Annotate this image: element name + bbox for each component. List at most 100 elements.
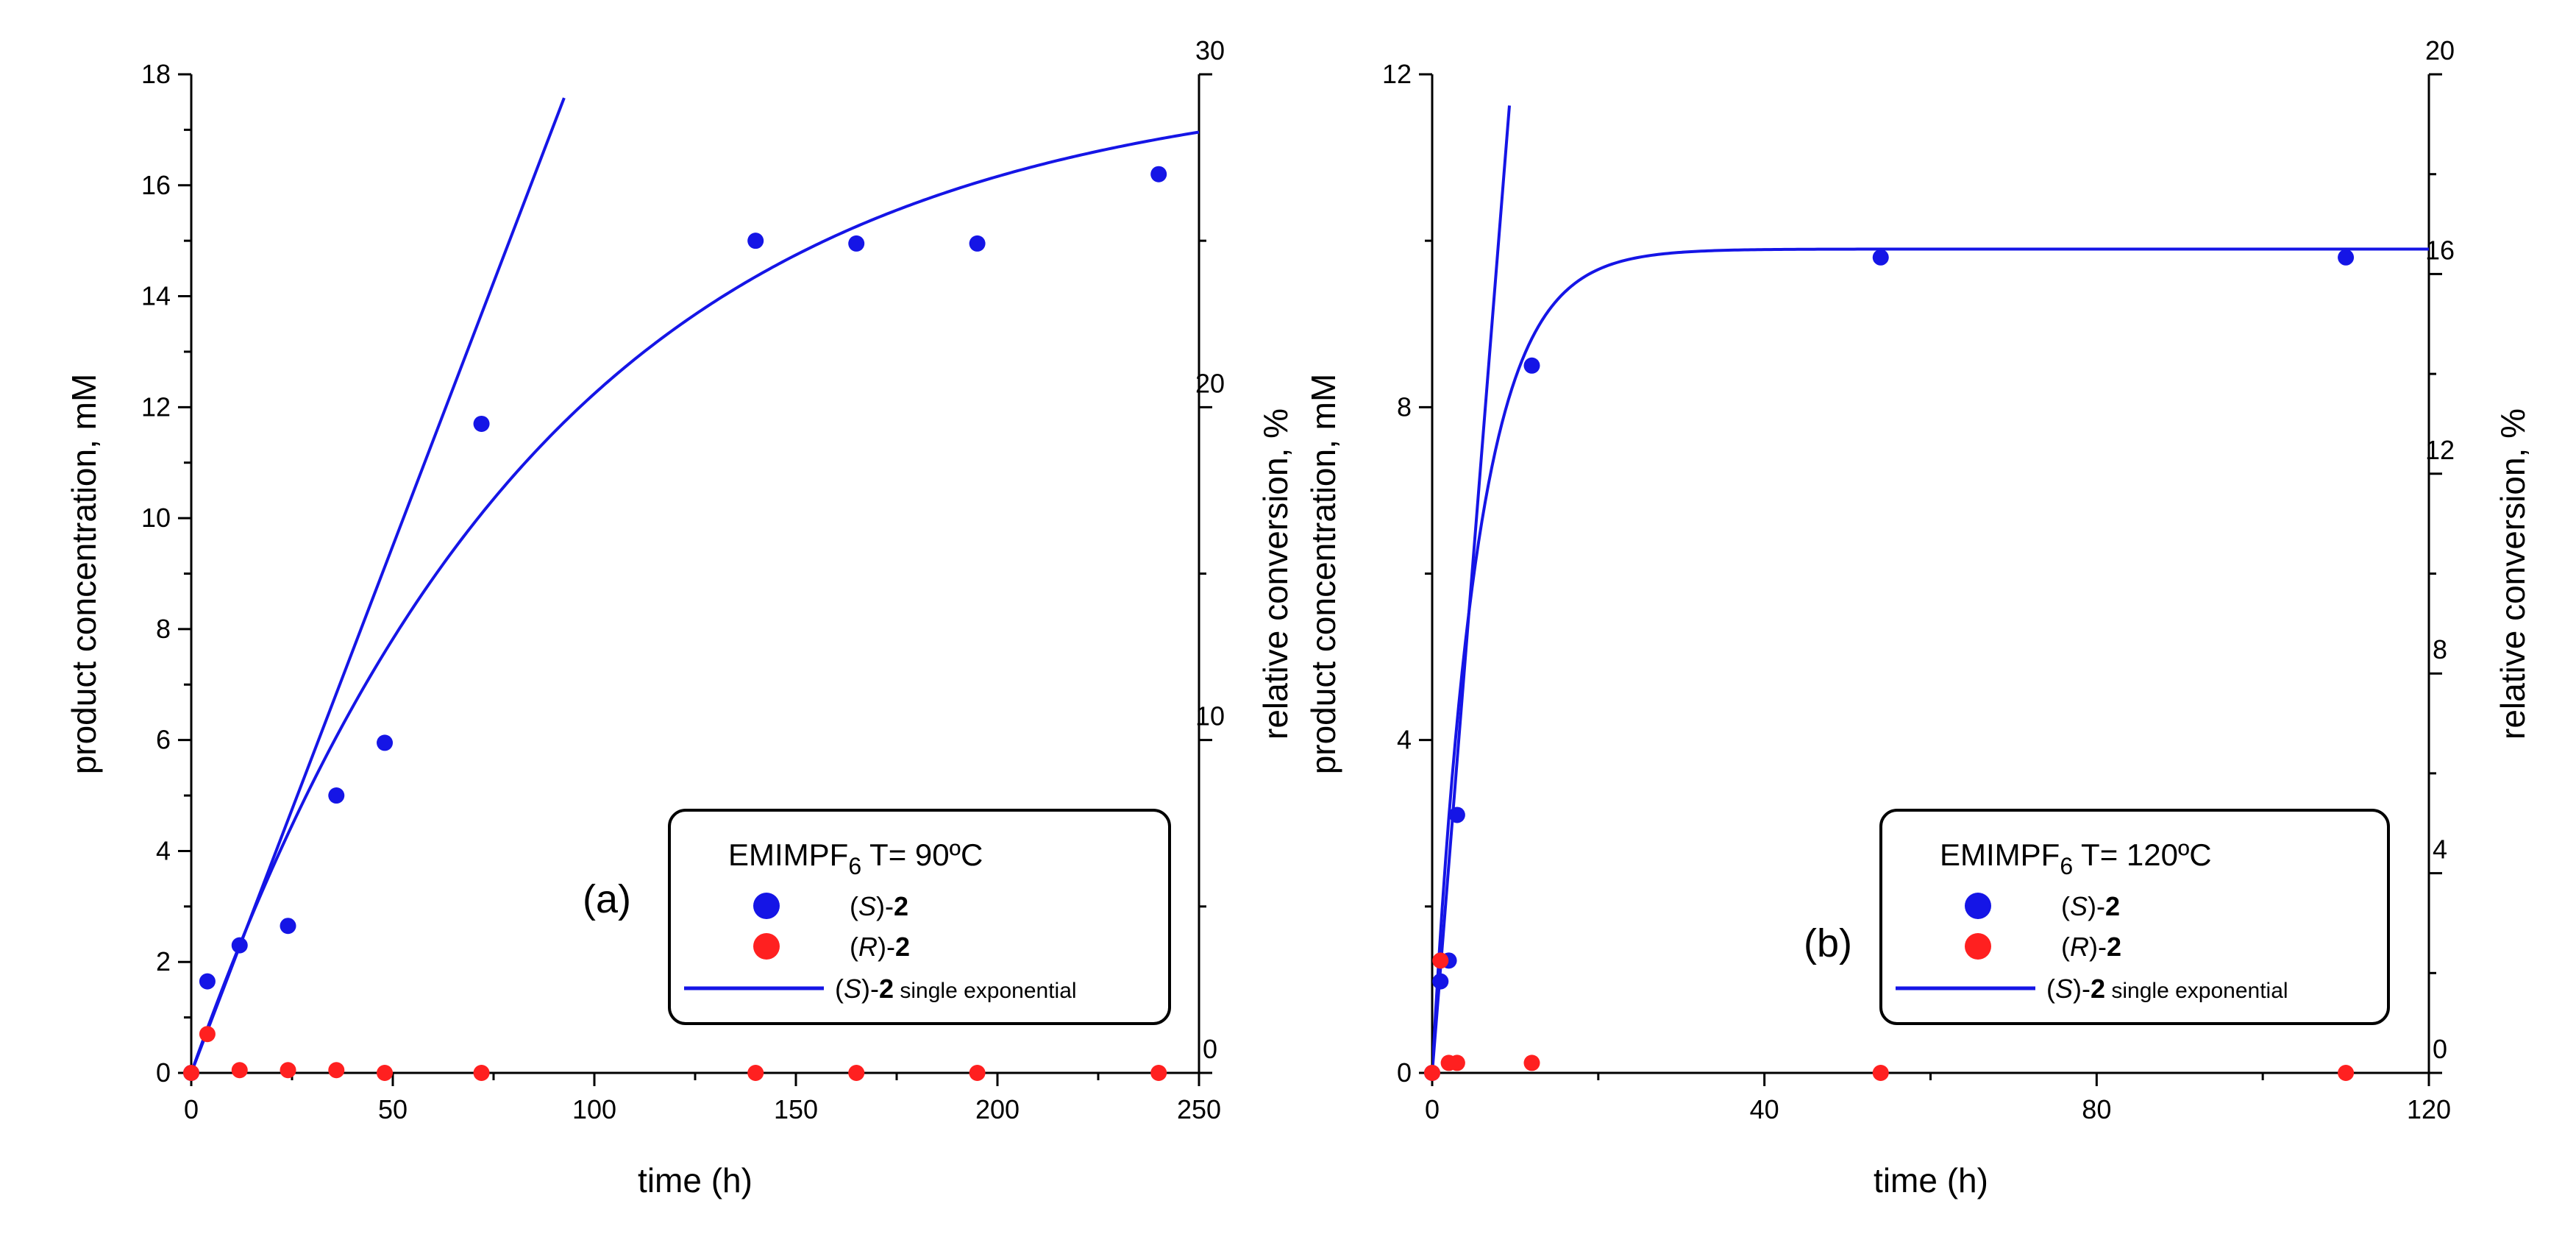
- data-point: [1448, 807, 1465, 823]
- data-point: [848, 1065, 865, 1081]
- y2-axis-title: relative conversion, %: [1256, 408, 1295, 740]
- data-point: [969, 1065, 986, 1081]
- legend-entry-label: (S)-2: [2061, 891, 2120, 921]
- legend-title: EMIMPF6 T= 120ºC: [1940, 837, 2212, 879]
- y-tick-label: 16: [141, 170, 171, 200]
- legend-entry-label: (S)-2 single exponential: [835, 974, 1077, 1004]
- y2-tick-label: 8: [2433, 634, 2447, 664]
- legend: EMIMPF6 T= 90ºC (S)-2 (R)-2 (S)-2 single ex…: [668, 809, 1171, 1025]
- panel-a-chart: 0 50 100 150 200 250 0 2 4 6 8 10 12 14 16 18 0 10 20 30 tim…: [65, 35, 1295, 1199]
- data-point: [1150, 166, 1167, 182]
- legend-marker: [753, 893, 780, 919]
- data-point: [328, 1062, 345, 1079]
- data-point: [747, 1065, 764, 1081]
- data-point: [280, 1062, 296, 1079]
- y-tick-label: 14: [141, 281, 171, 311]
- y2-tick-label: 4: [2433, 834, 2447, 865]
- data-point: [473, 1065, 490, 1081]
- y-tick-label: 10: [141, 503, 171, 533]
- y-tick-label: 8: [156, 614, 171, 644]
- legend: EMIMPF6 T= 120ºC (S)-2 (R)-2 (S)-2 single e…: [1879, 809, 2390, 1025]
- data-point: [1872, 1065, 1889, 1081]
- x-tick-label: 0: [1425, 1094, 1440, 1124]
- data-point: [199, 1026, 216, 1043]
- x-tick-label: 200: [975, 1094, 1020, 1124]
- data-point: [1150, 1065, 1167, 1081]
- x-tick-label: 150: [774, 1094, 818, 1124]
- legend-title: EMIMPF6 T= 90ºC: [728, 837, 983, 879]
- data-point: [969, 235, 986, 252]
- data-point: [231, 937, 248, 954]
- y2-ticks: 0 4 8 12 16 20: [2425, 35, 2455, 1074]
- y-tick-label: 6: [156, 725, 171, 755]
- data-point: [473, 415, 490, 432]
- panel-label: (b): [1804, 921, 1852, 965]
- y-tick-label: 0: [156, 1057, 171, 1088]
- y2-tick-label: 20: [2425, 35, 2455, 65]
- x-ticks: 0 50 100 150 200 250: [184, 1073, 1221, 1124]
- y-tick-label: 18: [141, 59, 171, 89]
- x-tick-label: 0: [184, 1094, 199, 1124]
- r-enantiomer-series: [183, 1026, 1167, 1081]
- y-tick-label: 8: [1397, 391, 1412, 422]
- data-point: [1872, 249, 1889, 266]
- legend-entry-label: (S)-2: [850, 891, 908, 921]
- data-point: [1448, 1055, 1465, 1071]
- y-tick-label: 12: [1382, 59, 1412, 89]
- legend-entry-label: (R)-2: [2061, 932, 2121, 962]
- y-axis-title: product concentration, mM: [1304, 374, 1342, 775]
- data-point: [377, 1065, 394, 1081]
- data-point: [1432, 952, 1449, 969]
- x-ticks: 0 40 80 120: [1425, 1073, 2451, 1124]
- legend-marker: [1965, 893, 1991, 919]
- y-tick-label: 12: [141, 391, 171, 422]
- legend-marker: [1965, 933, 1991, 960]
- data-point: [280, 918, 296, 935]
- exponential-fit-curve: [1432, 247, 2429, 1073]
- y-ticks: 0 4 8 12: [1382, 59, 1432, 1088]
- y-ticks: 0 2 4 6 8 10 12 14 16 18: [141, 59, 191, 1088]
- legend-entry-label: (S)-2 single exponential: [2046, 974, 2288, 1004]
- data-point: [328, 787, 345, 804]
- y-tick-label: 2: [156, 946, 171, 977]
- legend-box: [1879, 809, 2390, 1025]
- y-axis-title: product concentration, mM: [65, 374, 103, 775]
- data-point: [747, 233, 764, 249]
- data-point: [199, 973, 216, 990]
- data-point: [2338, 1065, 2355, 1081]
- data-point: [848, 235, 865, 252]
- x-tick-label: 50: [378, 1094, 408, 1124]
- panel-label: (a): [583, 877, 631, 921]
- data-point: [231, 1062, 248, 1079]
- s-enantiomer-series: [183, 166, 1167, 1081]
- data-point: [183, 1065, 199, 1081]
- data-point: [1424, 1065, 1440, 1081]
- legend-box: [668, 809, 1171, 1025]
- x-tick-label: 250: [1177, 1094, 1221, 1124]
- x-tick-label: 40: [1750, 1094, 1779, 1124]
- y2-tick-label: 12: [2425, 435, 2455, 465]
- exponential-fit-curve: [191, 130, 1200, 1073]
- data-point: [1523, 1055, 1540, 1071]
- y2-tick-label: 20: [1195, 368, 1225, 398]
- y2-tick-label: 16: [2425, 235, 2455, 265]
- data-point: [1432, 973, 1449, 990]
- y2-tick-label: 0: [1203, 1034, 1217, 1064]
- y2-tick-label: 30: [1195, 35, 1225, 65]
- x-axis-title: time (h): [1874, 1161, 1988, 1199]
- y-tick-label: 0: [1397, 1057, 1412, 1088]
- r-enantiomer-series: [1424, 952, 2355, 1081]
- x-axis-title: time (h): [638, 1161, 752, 1199]
- data-point: [377, 734, 394, 751]
- y2-axis-title: relative conversion, %: [2494, 408, 2532, 740]
- y2-tick-label: 0: [2433, 1034, 2447, 1064]
- legend-entry-label: (R)-2: [850, 932, 910, 962]
- x-tick-label: 100: [572, 1094, 616, 1124]
- y-tick-label: 4: [156, 835, 171, 865]
- y-tick-label: 4: [1397, 725, 1412, 755]
- y2-tick-label: 10: [1195, 701, 1225, 731]
- x-tick-label: 120: [2407, 1094, 2451, 1124]
- legend-marker: [753, 933, 780, 960]
